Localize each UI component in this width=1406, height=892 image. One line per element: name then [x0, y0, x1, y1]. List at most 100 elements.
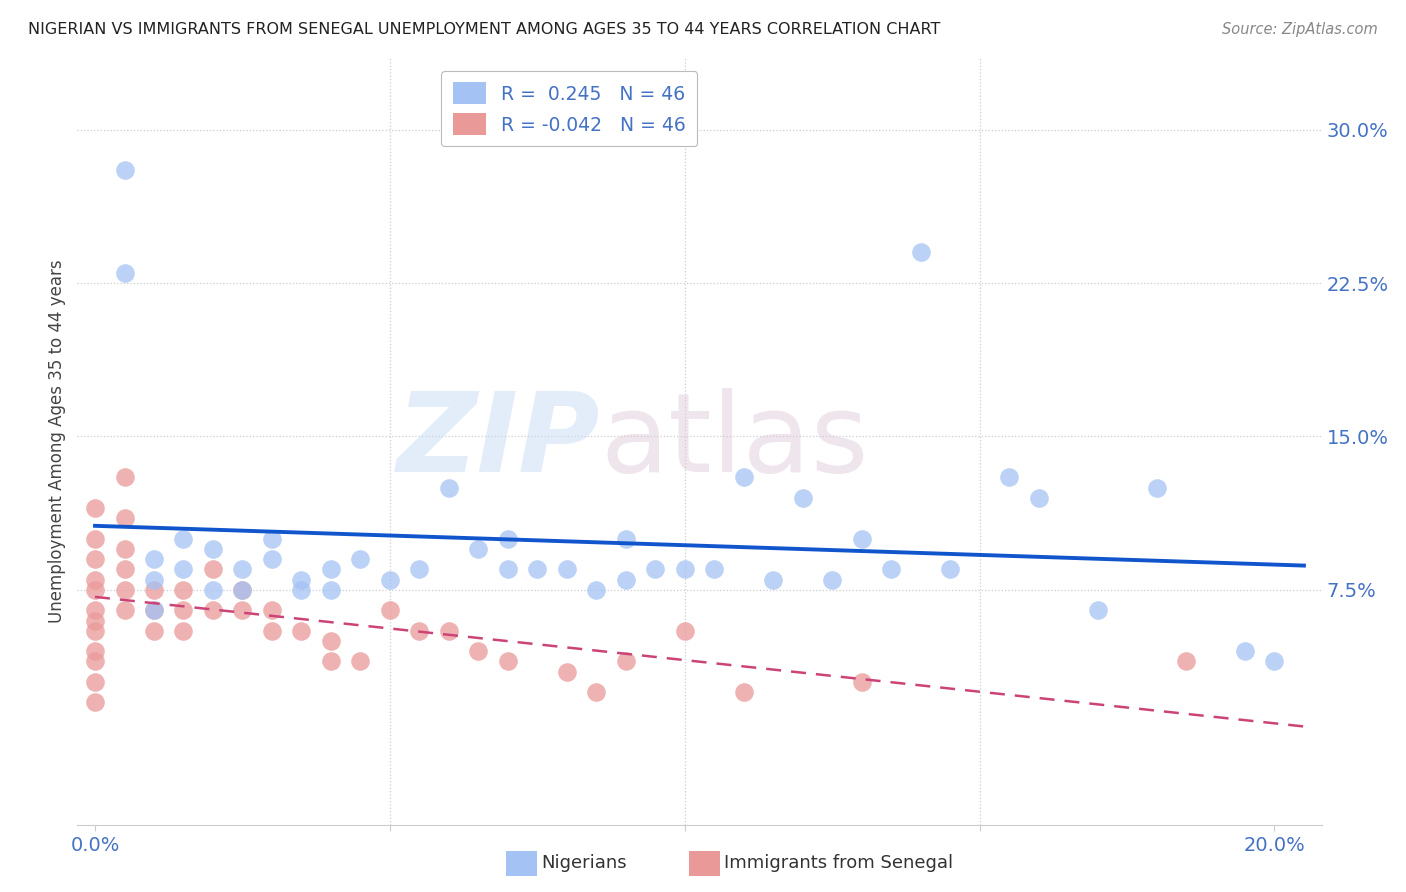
Point [762, 573, 785, 587]
Text: Nigerians: Nigerians [541, 855, 627, 872]
Text: Source: ZipAtlas.com: Source: ZipAtlas.com [1222, 22, 1378, 37]
Point [84, 674, 107, 689]
Point [378, 573, 401, 587]
Point [84, 532, 107, 546]
Point [114, 603, 136, 617]
Point [84, 582, 107, 597]
Point [114, 511, 136, 525]
Point [231, 582, 253, 597]
Point [614, 532, 637, 546]
Point [821, 573, 844, 587]
Point [496, 655, 519, 669]
Point [437, 624, 460, 638]
Point [496, 562, 519, 576]
Point [792, 491, 814, 505]
Point [437, 481, 460, 495]
Point [172, 532, 194, 546]
Point [555, 562, 578, 576]
Point [114, 163, 136, 178]
Point [84, 573, 107, 587]
Point [673, 624, 696, 638]
Point [84, 624, 107, 638]
Point [143, 573, 166, 587]
Point [378, 603, 401, 617]
Point [201, 603, 224, 617]
Point [880, 562, 903, 576]
Point [231, 562, 253, 576]
Point [114, 266, 136, 280]
Point [349, 552, 371, 566]
Point [1087, 603, 1109, 617]
Point [467, 541, 489, 556]
Point [319, 655, 342, 669]
Point [851, 674, 873, 689]
Point [84, 655, 107, 669]
Point [201, 562, 224, 576]
Point [143, 603, 166, 617]
Point [467, 644, 489, 658]
Point [1175, 655, 1198, 669]
Point [172, 603, 194, 617]
Point [260, 532, 283, 546]
Point [319, 562, 342, 576]
Point [260, 552, 283, 566]
Point [1263, 655, 1285, 669]
Text: Immigrants from Senegal: Immigrants from Senegal [724, 855, 953, 872]
Point [84, 644, 107, 658]
Point [673, 562, 696, 576]
Point [910, 245, 932, 260]
Point [114, 582, 136, 597]
Point [114, 470, 136, 484]
Point [143, 624, 166, 638]
Point [84, 614, 107, 628]
Point [290, 624, 312, 638]
Point [614, 655, 637, 669]
Point [349, 655, 371, 669]
Point [172, 582, 194, 597]
Text: ZIP: ZIP [396, 388, 600, 495]
Point [555, 665, 578, 679]
Point [172, 562, 194, 576]
Point [290, 573, 312, 587]
Point [84, 603, 107, 617]
Point [408, 624, 430, 638]
Point [319, 634, 342, 648]
Point [998, 470, 1021, 484]
Point [644, 562, 666, 576]
Text: atlas: atlas [600, 388, 869, 495]
Point [114, 562, 136, 576]
Point [496, 532, 519, 546]
Point [408, 562, 430, 576]
Point [143, 552, 166, 566]
Point [84, 552, 107, 566]
Point [703, 562, 725, 576]
Legend: R =  0.245   N = 46, R = -0.042   N = 46: R = 0.245 N = 46, R = -0.042 N = 46 [441, 71, 697, 146]
Point [114, 541, 136, 556]
Point [260, 603, 283, 617]
Point [614, 573, 637, 587]
Text: NIGERIAN VS IMMIGRANTS FROM SENEGAL UNEMPLOYMENT AMONG AGES 35 TO 44 YEARS CORRE: NIGERIAN VS IMMIGRANTS FROM SENEGAL UNEM… [28, 22, 941, 37]
Point [733, 470, 755, 484]
Point [84, 501, 107, 516]
Point [851, 532, 873, 546]
Point [1233, 644, 1256, 658]
Point [231, 582, 253, 597]
Point [143, 582, 166, 597]
Point [1146, 481, 1168, 495]
Point [1028, 491, 1050, 505]
Point [319, 582, 342, 597]
Point [260, 624, 283, 638]
Point [143, 603, 166, 617]
Point [84, 695, 107, 709]
Point [201, 582, 224, 597]
Y-axis label: Unemployment Among Ages 35 to 44 years: Unemployment Among Ages 35 to 44 years [48, 260, 66, 624]
Point [290, 582, 312, 597]
Point [939, 562, 962, 576]
Point [172, 624, 194, 638]
Point [585, 685, 607, 699]
Point [526, 562, 548, 576]
Point [201, 541, 224, 556]
Point [733, 685, 755, 699]
Point [231, 603, 253, 617]
Point [585, 582, 607, 597]
